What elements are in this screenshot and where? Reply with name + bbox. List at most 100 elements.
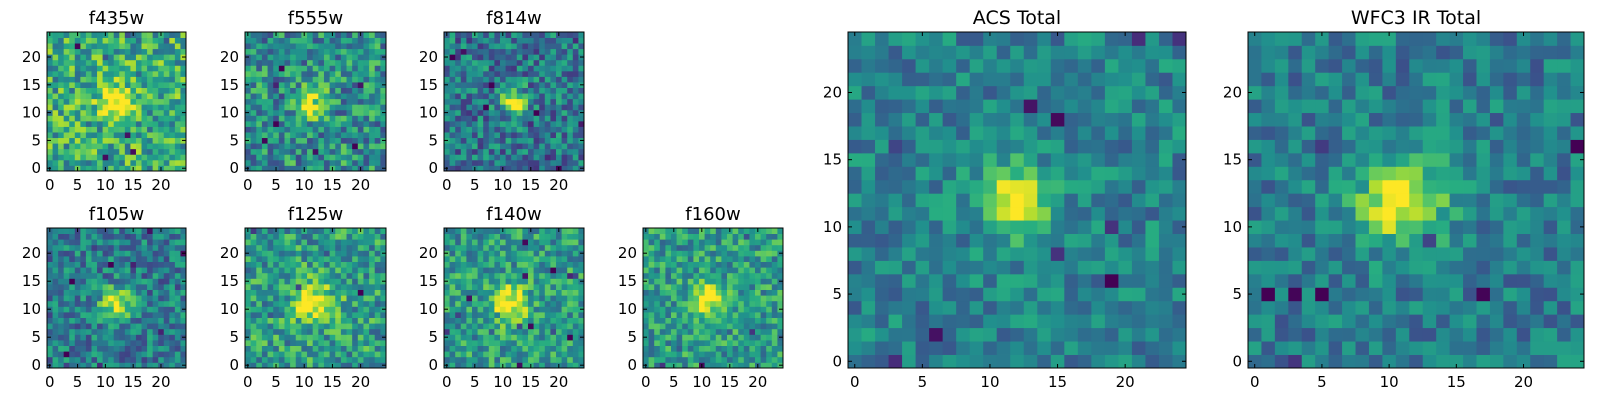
heatmap-cell [119,244,126,251]
heatmap-cell [174,37,181,44]
heatmap-cell [307,93,314,100]
heatmap-cell [363,109,370,116]
heatmap-cell [312,32,319,38]
heatmap-cell [449,244,456,251]
heatmap-cell [556,98,562,105]
heatmap-cell [1104,273,1119,288]
heatmap-cell [141,295,148,302]
heatmap-cell [261,65,268,72]
heatmap-cell [539,362,546,369]
heatmap-cell [715,295,722,302]
heatmap-cell [1172,193,1187,208]
heatmap-cell [511,93,518,100]
heatmap-cell [85,261,92,268]
heatmap-cell [113,228,120,234]
heatmap-cell [888,193,903,208]
heatmap-cell [141,289,148,296]
heatmap-cell [113,328,120,335]
heatmap-cell [1064,193,1079,208]
heatmap-cell [1091,341,1106,355]
heatmap-cell [69,76,76,83]
heatmap-cell [699,312,705,318]
heatmap-cell [488,126,495,133]
heatmap-cell [58,37,65,44]
heatmap-cell [301,278,308,285]
heatmap-cell [1064,179,1079,194]
heatmap-cell [158,312,165,318]
heatmap-cell [135,82,142,88]
heatmap-cell [648,267,655,274]
heatmap-cell [528,76,534,83]
heatmap-cell [124,239,131,246]
heatmap-cell [528,154,534,161]
heatmap-cell [307,239,314,246]
heatmap-cell [278,250,285,257]
heatmap-cell [97,323,103,330]
heatmap-cell [494,300,501,307]
heatmap-cell [766,295,773,302]
heatmap-cell [710,351,717,358]
heatmap-cell [466,284,473,290]
heatmap-cell [323,109,330,116]
heatmap-cell [250,256,257,262]
heatmap-cell [550,98,557,105]
heatmap-cell [755,306,761,313]
heatmap-cell [312,104,319,111]
heatmap-cell [715,362,722,369]
heatmap-cell [1131,179,1146,194]
heatmap-cell [169,356,176,363]
heatmap-cell [357,312,364,318]
heatmap-cell [902,260,916,275]
heatmap-cell [323,115,330,122]
heatmap-cell [284,233,291,240]
heatmap-cell [318,306,325,313]
heatmap-cell [91,300,98,307]
heatmap-cell [682,233,689,240]
heatmap-cell [295,126,302,133]
heatmap-cell [1104,220,1119,234]
heatmap-cell [174,356,181,363]
heatmap-cell [544,132,551,139]
heatmap-cell [743,356,750,363]
heatmap-cell [561,126,568,133]
heatmap-cell [511,272,518,279]
heatmap-cell [556,300,562,307]
heatmap-cell [449,317,456,324]
heatmap-cell [472,233,478,240]
heatmap-cell [1104,233,1119,248]
heatmap-cell [108,70,115,77]
heatmap-cell [572,306,579,313]
heatmap-cell [47,289,53,296]
heatmap-cell [346,244,353,251]
heatmap-cell [755,233,761,240]
heatmap-cell [124,250,131,257]
heatmap-cell [374,244,381,251]
heatmap-cell [323,233,330,240]
heatmap-cell [323,87,330,94]
heatmap-cell [494,159,501,166]
heatmap-cell [699,278,705,285]
heatmap-cell [483,126,490,133]
heatmap-cell [256,289,263,296]
heatmap-cell [369,278,376,285]
heatmap-cell [738,228,745,234]
heatmap-cell [130,233,137,240]
heatmap-cell [273,295,280,302]
heatmap-cell [180,32,187,38]
heatmap-cell [352,70,359,77]
heatmap-cell [369,233,376,240]
heatmap-cell [245,126,252,133]
heatmap-cell [861,166,876,181]
heatmap-cell [380,98,387,105]
heatmap-cell [346,228,353,234]
heatmap-cell [163,328,170,335]
heatmap-cell [460,32,467,38]
heatmap-cell [119,272,126,279]
heatmap-cell [174,328,181,335]
heatmap-cell [108,126,115,133]
heatmap-cell [256,312,263,318]
heatmap-cell [544,76,551,83]
heatmap-cell [130,120,137,127]
heatmap-cell [578,284,585,290]
heatmap-cell [329,87,336,94]
